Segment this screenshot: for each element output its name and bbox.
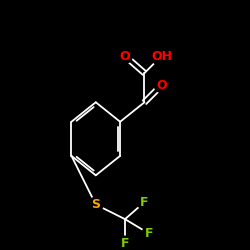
Circle shape [152,46,172,66]
Circle shape [118,236,132,250]
Text: F: F [121,237,129,250]
Circle shape [88,197,103,212]
Circle shape [142,226,157,241]
Text: O: O [156,79,167,92]
Text: OH: OH [151,50,172,62]
Circle shape [118,49,132,63]
Circle shape [137,195,152,210]
Text: F: F [140,196,149,208]
Text: S: S [91,198,100,211]
Text: F: F [145,227,154,240]
Circle shape [154,78,169,92]
Text: O: O [120,50,130,62]
